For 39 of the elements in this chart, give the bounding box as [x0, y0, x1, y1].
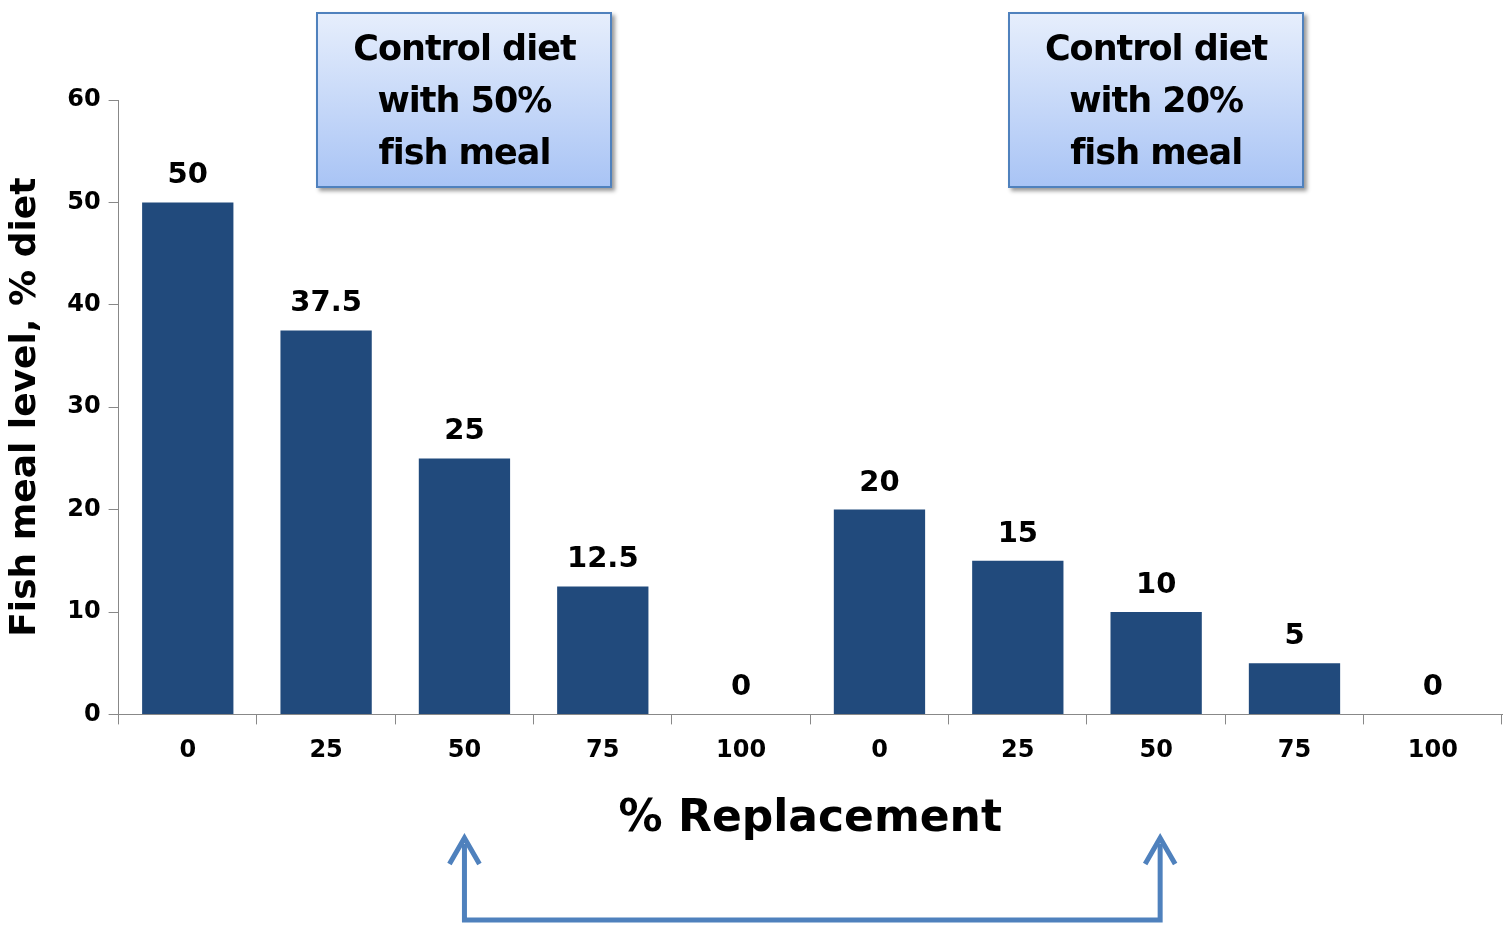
x-tick-label: 25	[1001, 735, 1035, 764]
bar	[418, 458, 511, 714]
y-tick-label: 0	[83, 698, 101, 727]
bar	[142, 202, 234, 714]
y-tick-label: 40	[67, 289, 101, 318]
data-label: 5	[1284, 617, 1305, 652]
x-axis-title: % Replacement	[618, 790, 1002, 842]
bar	[557, 586, 649, 714]
data-label: 15	[997, 514, 1038, 549]
data-label: 50	[167, 156, 208, 191]
data-label: 20	[859, 463, 900, 498]
data-label: 12.5	[567, 540, 639, 575]
bar	[1248, 663, 1341, 714]
y-tick-label: 50	[67, 186, 101, 215]
x-tick-label: 75	[1277, 735, 1312, 764]
bar	[833, 509, 926, 714]
y-tick-label: 20	[67, 493, 101, 522]
data-label: 10	[1135, 566, 1177, 601]
annotation: Control diet with 20% fish meal	[1008, 12, 1305, 188]
bar	[972, 560, 1064, 714]
y-tick-label: 60	[67, 84, 101, 113]
bar	[1110, 612, 1202, 714]
x-tick-label: 25	[309, 735, 343, 764]
x-tick-label: 75	[586, 735, 620, 764]
annotation: Control diet with 50% fish meal	[316, 12, 613, 188]
x-tick-label: 0	[871, 735, 888, 764]
x-tick-label: 0	[179, 735, 197, 764]
x-tick-label: 100	[1407, 735, 1458, 764]
x-tick-label: 50	[1139, 735, 1173, 764]
y-axis-title: Fish meal level, % diet	[1, 177, 43, 637]
y-tick-label: 10	[67, 596, 101, 625]
data-label: 0	[731, 668, 752, 703]
y-tick-label: 30	[67, 391, 101, 420]
data-label: 0	[1422, 668, 1443, 703]
bar	[280, 330, 372, 714]
data-label: 37.5	[290, 284, 362, 319]
x-tick-label: 50	[447, 735, 482, 764]
x-tick-label: 100	[716, 735, 767, 764]
data-label: 25	[444, 412, 485, 447]
